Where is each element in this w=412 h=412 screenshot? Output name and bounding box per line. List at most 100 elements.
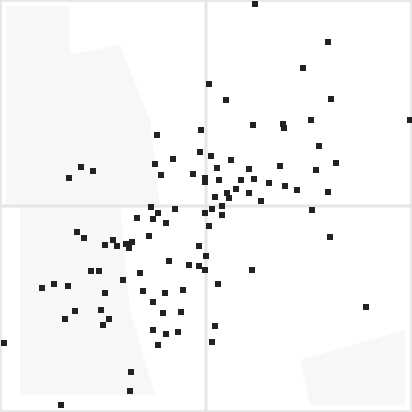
data-point-75 — [96, 268, 102, 274]
data-point-92 — [62, 316, 68, 322]
data-point-42 — [246, 190, 252, 196]
data-point-82 — [102, 290, 108, 296]
data-point-25 — [66, 175, 72, 181]
data-point-14 — [316, 143, 322, 149]
data-point-69 — [166, 258, 172, 264]
data-point-79 — [65, 283, 71, 289]
data-point-58 — [327, 234, 333, 240]
data-point-10 — [281, 125, 287, 131]
data-point-64 — [114, 243, 120, 249]
background-layer — [6, 6, 405, 405]
data-point-100 — [155, 342, 161, 348]
data-point-44 — [258, 198, 264, 204]
data-point-77 — [120, 277, 126, 283]
data-point-67 — [196, 243, 202, 249]
data-point-68 — [203, 253, 209, 259]
data-point-6 — [328, 96, 334, 102]
data-point-76 — [137, 270, 143, 276]
data-point-12 — [198, 127, 204, 133]
data-point-32 — [202, 175, 208, 181]
data-point-15 — [197, 149, 203, 155]
data-point-56 — [206, 223, 212, 229]
background-patch-left — [6, 45, 160, 206]
data-point-53 — [134, 215, 140, 221]
data-point-99 — [209, 339, 215, 345]
data-point-19 — [228, 157, 234, 163]
data-point-55 — [163, 220, 169, 226]
data-point-78 — [51, 281, 57, 287]
data-point-23 — [78, 164, 84, 170]
data-point-31 — [202, 179, 208, 185]
data-point-5 — [223, 97, 229, 103]
data-point-66 — [126, 245, 132, 251]
data-point-57 — [74, 229, 80, 235]
data-point-101 — [1, 340, 7, 346]
data-point-71 — [196, 263, 202, 269]
data-point-74 — [88, 268, 94, 274]
data-point-49 — [202, 210, 208, 216]
data-point-11 — [250, 122, 256, 128]
data-point-26 — [158, 172, 164, 178]
data-point-43 — [226, 195, 232, 201]
data-point-33 — [216, 177, 222, 183]
data-point-39 — [233, 186, 239, 192]
data-point-70 — [186, 262, 192, 268]
data-point-50 — [148, 204, 154, 210]
data-point-60 — [81, 235, 87, 241]
data-point-16 — [208, 153, 214, 159]
background-patch-bottom-right — [300, 330, 405, 405]
data-point-8 — [308, 117, 314, 123]
data-point-61 — [110, 237, 116, 243]
data-point-104 — [58, 402, 64, 408]
data-point-54 — [150, 216, 156, 222]
data-point-34 — [251, 176, 257, 182]
data-point-72 — [202, 267, 208, 273]
data-point-1 — [252, 1, 258, 7]
data-point-48 — [219, 212, 225, 218]
data-point-88 — [98, 307, 104, 313]
data-point-35 — [266, 180, 272, 186]
data-point-29 — [246, 166, 252, 172]
data-point-20 — [333, 160, 339, 166]
data-point-86 — [363, 304, 369, 310]
data-point-24 — [90, 168, 96, 174]
data-point-52 — [155, 210, 161, 216]
data-point-80 — [39, 285, 45, 291]
data-point-4 — [206, 81, 212, 87]
data-point-84 — [162, 290, 168, 296]
data-point-28 — [214, 165, 220, 171]
data-point-47 — [209, 206, 215, 212]
data-point-13 — [154, 132, 160, 138]
data-point-9 — [280, 121, 286, 127]
data-point-83 — [140, 288, 146, 294]
data-point-95 — [212, 323, 218, 329]
data-point-30 — [238, 177, 244, 183]
data-point-81 — [215, 281, 221, 287]
data-point-2 — [325, 39, 331, 45]
data-point-91 — [160, 310, 166, 316]
data-point-73 — [249, 267, 255, 273]
data-point-90 — [178, 309, 184, 315]
data-point-89 — [72, 308, 78, 314]
data-point-97 — [163, 331, 169, 337]
data-point-65 — [123, 241, 129, 247]
data-point-94 — [100, 322, 106, 328]
data-point-37 — [294, 187, 300, 193]
data-point-96 — [150, 327, 156, 333]
data-point-59 — [146, 233, 152, 239]
data-point-41 — [212, 194, 218, 200]
data-point-62 — [129, 239, 135, 245]
data-point-17 — [170, 156, 176, 162]
data-point-102 — [128, 369, 134, 375]
data-point-3 — [300, 65, 306, 71]
background-patch-bottom-left — [20, 206, 155, 395]
data-point-21 — [277, 163, 283, 169]
data-point-7 — [407, 117, 412, 123]
data-point-103 — [127, 388, 133, 394]
data-point-18 — [152, 161, 158, 167]
data-point-40 — [224, 190, 230, 196]
data-point-93 — [106, 316, 112, 322]
data-point-45 — [309, 207, 315, 213]
